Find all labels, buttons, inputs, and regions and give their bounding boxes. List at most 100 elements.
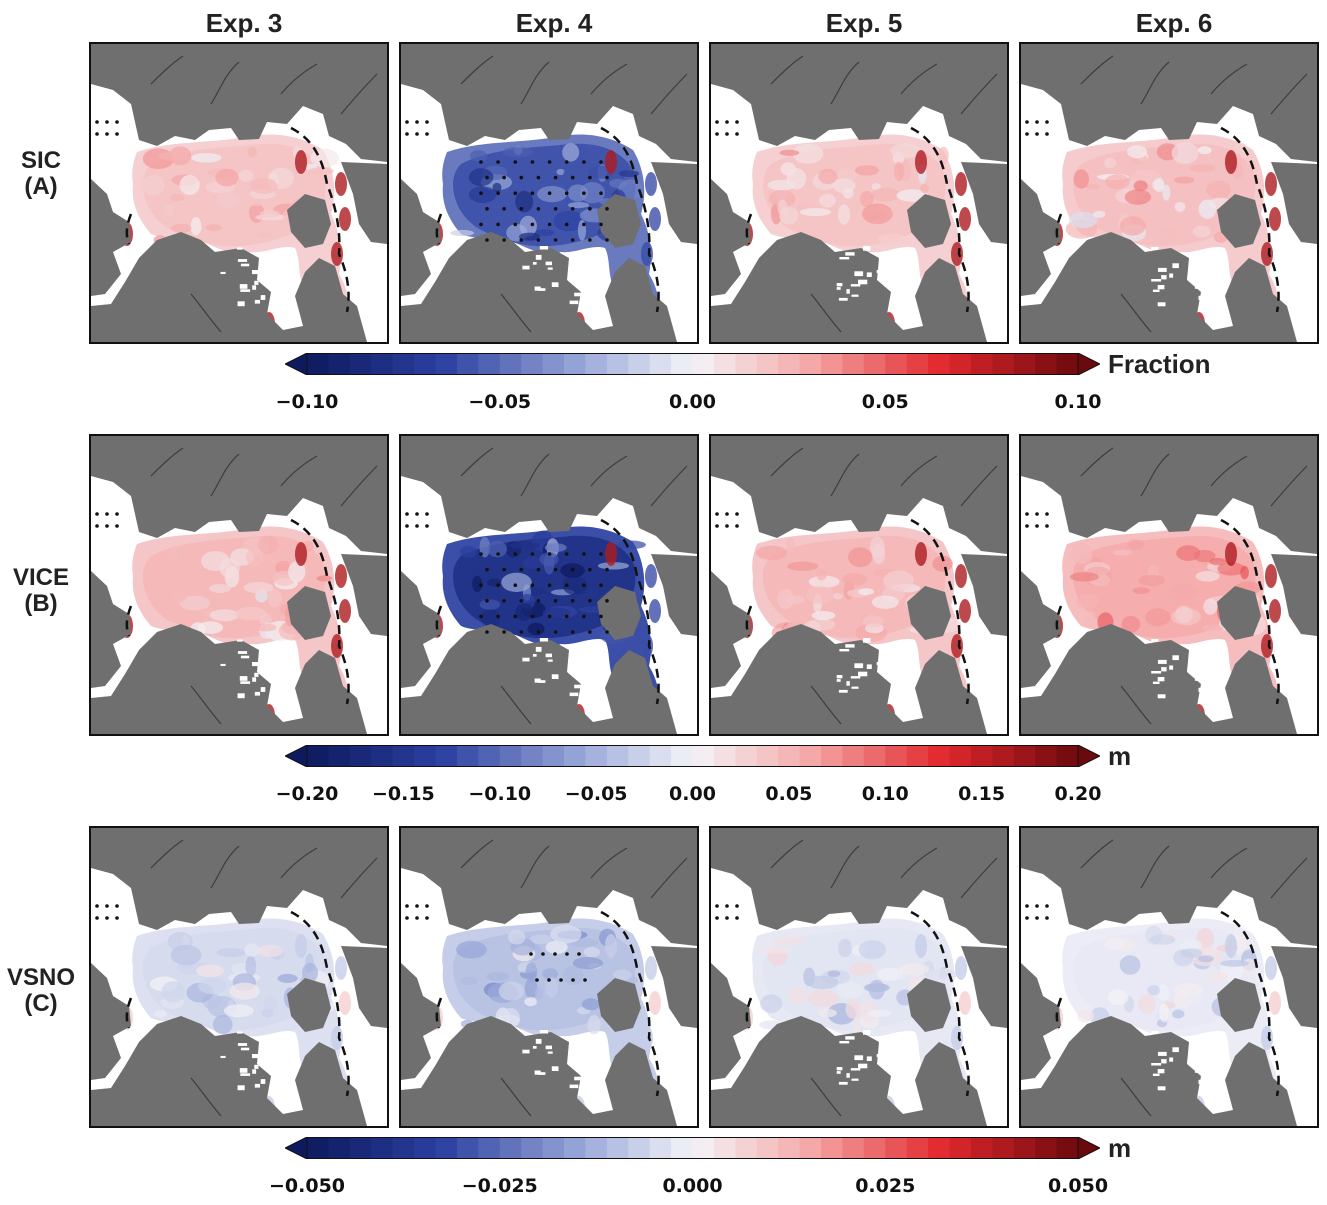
coast-detail [1157, 1086, 1166, 1091]
significance-dot [725, 916, 729, 920]
map-panel-vice-exp5 [709, 434, 1009, 736]
colorbar-segment [778, 745, 801, 767]
river-line [960, 465, 998, 507]
coast-detail [866, 1056, 872, 1061]
significance-dot [564, 614, 569, 619]
marginal-anomaly [959, 599, 971, 623]
colorbar-segment [799, 745, 822, 767]
anomaly-blob [169, 193, 185, 202]
coast-detail [1172, 1047, 1179, 1053]
significance-dot [513, 222, 518, 227]
marginal-anomaly [335, 956, 347, 980]
colorbar-segment [564, 1137, 587, 1159]
coast-detail [1151, 1063, 1162, 1066]
coast-detail [239, 1068, 248, 1073]
colorbar-tick-label: −0.20 [275, 783, 339, 805]
river-line [150, 839, 184, 869]
anomaly-blob [244, 943, 260, 957]
anomaly-blob [760, 946, 793, 954]
significance-dot [105, 904, 109, 908]
coast-detail [240, 681, 251, 684]
coast-detail [535, 254, 542, 260]
coast-detail [845, 1036, 855, 1040]
anomaly-blob [245, 955, 257, 977]
anomaly-blob [779, 149, 800, 156]
colorbar-segment [606, 745, 629, 767]
anomaly-blob [171, 589, 188, 603]
coast-detail [1191, 1049, 1201, 1052]
colorbar-segment [735, 1137, 758, 1159]
significance-dot [582, 614, 586, 619]
anomaly-blob [487, 540, 507, 558]
coast-detail [845, 644, 855, 648]
significance-dot [725, 132, 729, 136]
significance-dot [547, 222, 552, 227]
coast-detail [1158, 1051, 1167, 1056]
significance-dot [605, 599, 609, 603]
anomaly-blob [788, 986, 807, 1005]
map-svg [401, 44, 697, 342]
significance-dot [405, 512, 409, 516]
anomaly-blob [849, 962, 875, 976]
coast-detail [264, 1053, 269, 1056]
anomaly-blob [1203, 598, 1218, 615]
colorbar-tick-label: −0.10 [275, 391, 339, 413]
marginal-anomaly [339, 599, 351, 623]
coast-detail [1161, 275, 1167, 280]
marginal-anomaly [645, 564, 657, 588]
anomaly-blob [838, 938, 852, 958]
colorbar-segment [414, 353, 437, 375]
ice-edge-contour [125, 518, 350, 705]
map-svg [1021, 44, 1317, 342]
anomaly-blob [205, 224, 222, 231]
colorbar-extend-min [283, 744, 308, 768]
river-line [650, 465, 688, 507]
coast-detail [1152, 681, 1160, 684]
coast-detail [266, 266, 271, 271]
anomaly-blob [527, 622, 545, 636]
significance-dot [496, 583, 500, 587]
anomaly-blob [845, 999, 861, 1019]
anomaly-blob [563, 168, 586, 180]
coast-detail [1152, 289, 1160, 292]
anomaly-blob [469, 150, 488, 162]
marginal-anomaly [1261, 1026, 1273, 1050]
river-line [810, 1077, 842, 1117]
colorbar-segment [992, 353, 1015, 375]
colorbar-segment [1013, 745, 1036, 767]
land-mass [341, 554, 387, 636]
anomaly-blob [1145, 608, 1171, 627]
coast-detail [580, 255, 588, 260]
colorbar-segment [692, 1137, 715, 1159]
land-mass [401, 963, 441, 1080]
marginal-anomaly [1265, 564, 1277, 588]
marginal-anomaly [1225, 150, 1237, 174]
anomaly-blob [799, 208, 831, 217]
coast-detail [1194, 286, 1203, 289]
ice-edge-contour [125, 910, 350, 1097]
anomaly-blob [1069, 572, 1099, 582]
anomaly-blob [808, 575, 840, 588]
significance-dot [405, 132, 409, 136]
river-line [1140, 845, 1170, 889]
map-panel-vice-exp4 [399, 434, 699, 736]
land-mass [1217, 978, 1261, 1032]
marginal-anomaly [335, 564, 347, 588]
anomaly-blob [216, 948, 246, 958]
river-line [830, 61, 860, 105]
colorbar-segment [649, 745, 672, 767]
colorbar-segment [521, 1137, 544, 1159]
colorbar-segment [671, 353, 694, 375]
anomaly-blob [807, 990, 839, 1008]
land-mass [597, 978, 641, 1032]
land-mass [961, 554, 1007, 636]
colorbar-segment [756, 353, 779, 375]
significance-dot [496, 191, 500, 195]
colorbar-segment [756, 745, 779, 767]
river-line [460, 447, 494, 477]
significance-dot [547, 160, 552, 164]
river-line [210, 453, 240, 497]
map-svg [711, 436, 1007, 734]
marginal-anomaly [335, 172, 347, 196]
anomaly-blob [858, 588, 874, 596]
